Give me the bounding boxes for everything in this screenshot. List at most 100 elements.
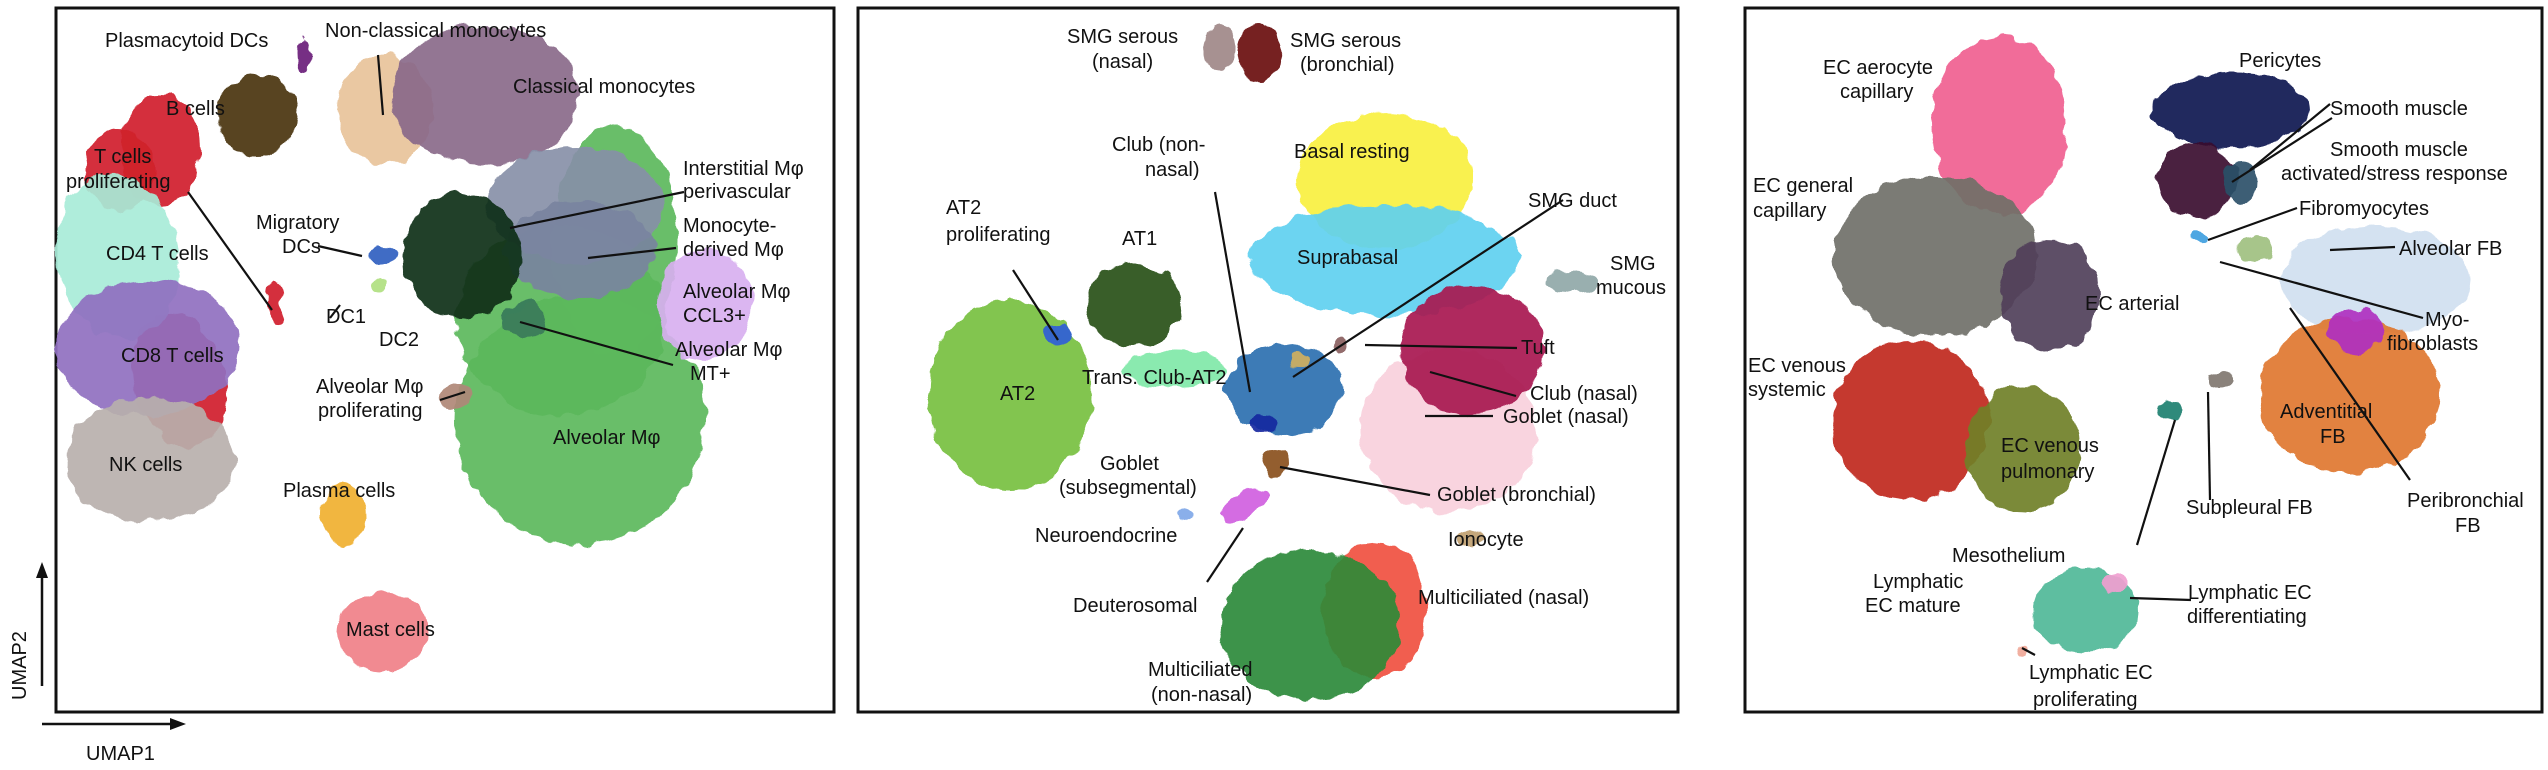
cluster-label: AT2 proliferating: [946, 197, 1051, 246]
cluster-subpleural-fb: [2208, 370, 2232, 390]
leader-line: [1364, 343, 1518, 350]
cluster-label: Deuterosomal: [1073, 595, 1198, 617]
cluster-label: Neuroendocrine: [1035, 525, 1177, 547]
cluster-label: AT1: [1122, 228, 1157, 250]
leader-line: [587, 246, 677, 260]
cluster-label: Pericytes: [2239, 50, 2321, 72]
leader-line: [2231, 117, 2333, 183]
cluster-label: Plasma cells: [283, 480, 395, 502]
cluster-label: AT2: [1000, 383, 1035, 405]
leader-line: [2135, 419, 2177, 546]
cluster-label: Alveolar Mφ proliferating: [316, 376, 423, 422]
y-axis-label: UMAP2: [9, 631, 31, 700]
cluster-label: Alveolar FB: [2399, 238, 2502, 260]
cluster-label: SMG serous (bronchial): [1290, 30, 1401, 76]
cluster-alveolar-mmac-ccl3: [657, 250, 753, 360]
cluster-multiciliated-non-nasal: [1220, 550, 1400, 700]
cluster-peribronchial-fb: [2329, 308, 2385, 352]
cluster-label: CD4 T cells: [106, 243, 209, 265]
cluster-alveolar-fb: [2280, 225, 2470, 335]
cluster-label: CD8 T cells: [121, 345, 224, 367]
cluster-plasma-cells: [322, 483, 366, 547]
leader-line: [439, 390, 466, 402]
cluster-nk-cells: [65, 398, 235, 522]
leader-line: [2249, 103, 2331, 171]
cluster-pericytes: [2154, 72, 2310, 148]
cluster-label: Monocyte-derived Mφ: [683, 215, 784, 261]
cluster-mast-cells: [338, 592, 428, 672]
cluster-tuft: [1332, 335, 1348, 351]
cluster-label: Trans. Club-AT2: [1082, 367, 1226, 389]
cluster-label: Multiciliated (non-nasal): [1148, 659, 1252, 706]
cluster-ec-arterial: [2000, 238, 2100, 352]
cluster-club-non-nasal: [1227, 344, 1343, 436]
cluster-club-nasal: [1400, 285, 1544, 415]
cluster-label: Lymphatic EC differentiating: [2187, 582, 2312, 628]
cluster-label: EC general capillary: [1753, 175, 1853, 222]
cluster-goblet-subsegmental: [1247, 415, 1279, 435]
cluster-label: Migratory DCs: [256, 212, 339, 258]
cluster-label: Plasmacytoid DCs: [105, 30, 268, 52]
cluster-label: Interstitial Mφ perivascular: [683, 158, 804, 203]
cluster-label: EC venous pulmonary: [2001, 435, 2099, 483]
cluster-smg-serous-bronchial: [1238, 24, 1282, 80]
cluster-cloud-layer: [55, 24, 2470, 700]
cluster-cd8-t-cells: [56, 279, 240, 417]
leader-line: [509, 190, 685, 230]
cluster-smooth-muscle: [2158, 142, 2238, 218]
cluster-label: Goblet (nasal): [1503, 406, 1629, 428]
cluster-dc2: [404, 192, 520, 320]
cluster-at2-proliferating: [1044, 325, 1072, 345]
cluster-label: Adventitial FB: [2280, 401, 2372, 448]
cluster-goblet-bronchial: [1261, 448, 1289, 476]
leader-line: [1012, 269, 1059, 341]
cluster-label: Non-classical monocytes: [325, 20, 546, 42]
leader-line: [519, 320, 674, 367]
cluster-label: Smooth muscle activated/stress response: [2281, 139, 2508, 185]
cluster-label: NK cells: [109, 454, 182, 476]
umap-axis-arrows: [36, 562, 186, 730]
cluster-label: Suprabasal: [1297, 247, 1398, 269]
leader-line: [187, 191, 273, 311]
cluster-trans-club-at2: [1123, 353, 1227, 387]
cluster-t-cells-proliferating: [268, 280, 282, 324]
cluster-at1: [1085, 263, 1181, 347]
leader-line: [2329, 245, 2396, 252]
leader-line: [1429, 370, 1517, 398]
cluster-myofibroblasts: [2237, 236, 2273, 264]
panel-stromal-frame: [1743, 6, 2544, 714]
cluster-fibromyocytes: [2191, 229, 2209, 245]
leader-line: [2206, 391, 2212, 501]
cluster-label: Smooth muscle: [2330, 98, 2468, 120]
leader-line: [2129, 596, 2192, 602]
cluster-label: EC aerocyte capillary: [1823, 57, 1933, 103]
cluster-label: B cells: [166, 98, 225, 120]
cluster-label: DC1: [326, 306, 366, 328]
cluster-label: SMG serous (nasal): [1067, 26, 1178, 73]
cluster-label: EC venous systemic: [1748, 355, 1846, 401]
cluster-label: Peribronchial FB: [2407, 490, 2524, 537]
cluster-alveolar-mmac-proliferating: [439, 385, 471, 409]
cluster-label: SMG duct: [1528, 190, 1617, 212]
cluster-classical-monocytes: [390, 25, 580, 165]
leader-line: [1279, 465, 1431, 497]
umap2-arrow-head: [36, 562, 48, 578]
cluster-ec-aerocyte-capillary: [1932, 35, 2068, 215]
leader-line: [1206, 527, 1244, 583]
leader-line: [2021, 647, 2036, 656]
leader-line: [2219, 260, 2424, 320]
cluster-label: Basal resting: [1294, 141, 1410, 163]
cluster-ec-general-capillary: [1833, 175, 2037, 335]
cluster-plasmacytoid-dcs: [297, 37, 311, 73]
cluster-label: EC arterial: [2085, 293, 2179, 315]
cluster-label: Lymphatic EC mature: [1865, 571, 1963, 617]
cluster-label: Ionocyte: [1448, 529, 1524, 551]
cluster-migratory-dcs: [366, 248, 398, 264]
cluster-label: Alveolar Mφ: [553, 427, 660, 449]
cluster-smg-serous-nasal: [1205, 26, 1235, 70]
cluster-mesothelium: [2158, 400, 2182, 420]
cluster-label: Club (nasal): [1530, 383, 1638, 405]
cluster-label: Lymphatic EC proliferating: [2029, 662, 2153, 711]
cluster-monocyte-derived-mmac: [505, 202, 655, 298]
